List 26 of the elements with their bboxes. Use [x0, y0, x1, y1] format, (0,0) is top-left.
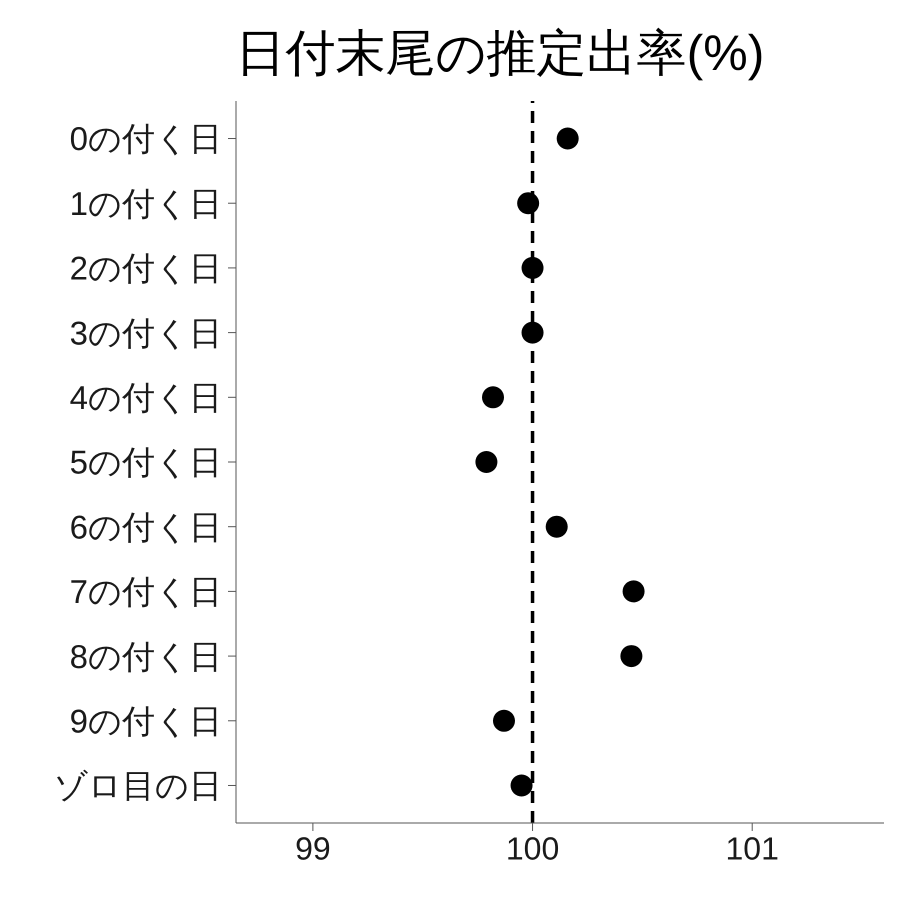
point: [492, 710, 515, 732]
y-tick-label: 2の付く日: [70, 250, 222, 287]
point: [622, 580, 645, 602]
point: [510, 774, 533, 796]
chart-title: 日付末尾の推定出率(%): [234, 24, 766, 83]
point: [620, 645, 642, 668]
y-tick-label: 9の付く日: [70, 702, 222, 740]
point: [522, 256, 544, 279]
point: [556, 128, 579, 150]
y-tick-label: 7の付く日: [70, 573, 222, 610]
point: [546, 516, 568, 538]
x-tick-label: 101: [726, 830, 779, 867]
x-tick-label: 100: [506, 830, 560, 867]
y-tick-label: ゾロ目の日: [54, 767, 222, 804]
point: [475, 451, 498, 473]
y-tick-label: 5の付く日: [70, 444, 222, 481]
point: [522, 322, 544, 344]
x-tick-label: 99: [295, 830, 331, 867]
y-tick-label: 8の付く日: [70, 638, 222, 675]
point: [517, 192, 540, 214]
y-tick-label: 0の付く日: [70, 120, 222, 158]
y-tick-label: 1の付く日: [70, 184, 222, 222]
point: [482, 386, 504, 408]
y-tick-label: 3の付く日: [70, 314, 222, 352]
y-tick-label: 4の付く日: [70, 379, 222, 416]
y-tick-label: 6の付く日: [70, 508, 222, 546]
